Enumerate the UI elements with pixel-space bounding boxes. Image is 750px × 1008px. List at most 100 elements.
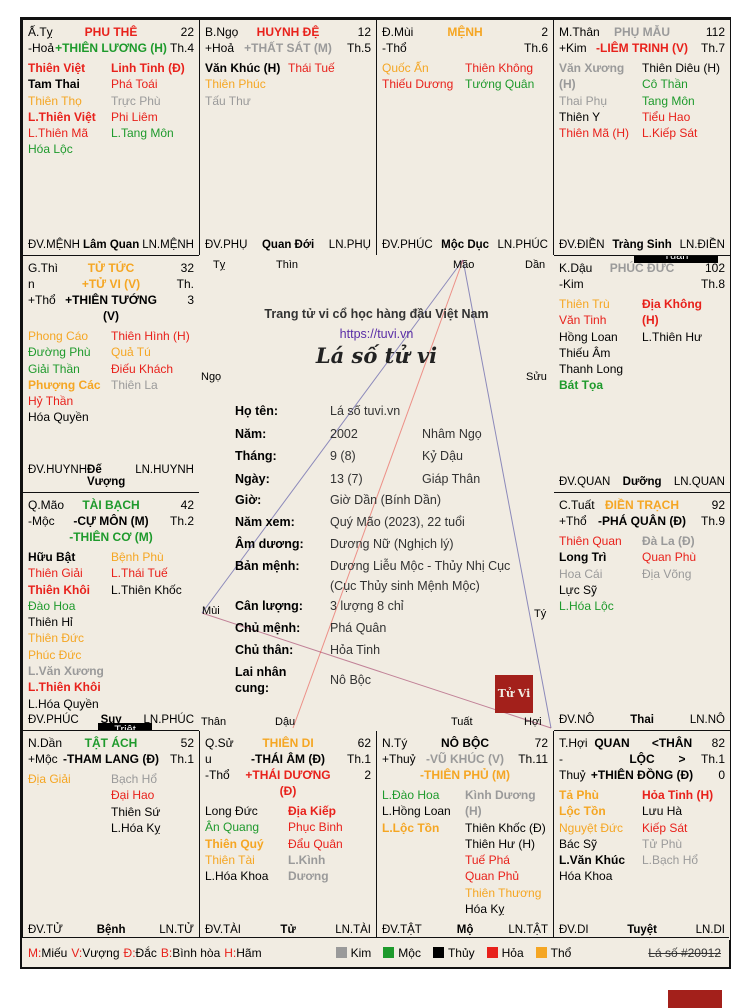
info-key: Năm: [235, 427, 267, 441]
info-key: cung: [235, 681, 270, 695]
star-item: Thanh Long [559, 362, 624, 377]
star-item: L.Hóa Kỵ [111, 820, 161, 835]
info-value: Lá số tuvi.vn [330, 404, 401, 418]
star-item: Địa Kiếp [288, 804, 337, 818]
info-value: Dương Liễu Mộc - Thủy Nhị Cục [330, 559, 511, 573]
star-item: Phục Binh [288, 820, 343, 835]
star-item: Thiên Tài [205, 852, 255, 867]
element-label: u [205, 752, 212, 766]
palace-huynh-de[interactable]: B.Ngọ HUYNH ĐỆ 12 +Hoả +THẤT SÁT (M) Th.5 Văn … [199, 19, 377, 256]
palace-name-suffix-2: > [678, 752, 686, 766]
star-item: Đại Hao [111, 788, 155, 803]
star-item: Tuế Phá [465, 853, 510, 868]
star-item: Văn Xương [559, 61, 625, 75]
star-item: Bác Sỹ [559, 836, 598, 851]
month-label: Th. [176, 277, 194, 291]
palace-header: Q.Sử THIÊN DI 62 u -THÁI ÂM (Đ) Th.1 +THÁI DƯƠ… [205, 735, 371, 801]
palace-tu-tuc[interactable]: G.Thì TỬ TỨC 32 n +TỬ VI (V) Th. +THIÊN TƯỚNG +… [22, 255, 200, 493]
star-item: (H) [465, 804, 482, 819]
star-column-right: Thái Tuế [288, 60, 371, 109]
age-number: 72 [534, 736, 548, 750]
footer-left: ĐV.PHÚC [382, 239, 433, 251]
star-item: L.Hồng Loan [382, 804, 451, 819]
palace-menh[interactable]: Đ.Mùi MỆNH 2 -Thổ Th.6 Quốc Ấn Thiếu Dương Thiê… [376, 19, 554, 256]
palace-phu-mau[interactable]: M.Thân PHỤ MẪU 112 +Kim -LIÊM TRINH (V) Th.7 V… [553, 19, 731, 256]
footer-left: ĐV.DI [559, 924, 589, 936]
element-swatch [335, 946, 347, 958]
second-main-star: -THIÊN CƠ (M) [69, 530, 153, 544]
star-item: L.Văn Xương [28, 664, 104, 679]
age-number: 2 [541, 25, 548, 39]
star-column-left: Thiên Quan Long Trì Hoa Cái Lực Sỹ L.Hóa Lộc [559, 533, 642, 614]
palace-name: TỬ TỨC [87, 261, 135, 275]
star-item: Thiên Y [559, 109, 601, 124]
footer-left: ĐV.ĐIỀN [559, 239, 605, 251]
star-item: Phi Liêm [111, 109, 158, 124]
legend-bar: M:Miếu V:Vượng Đ:Đắc B:Bình hòa H:Hãm Kim Mộc… [22, 937, 729, 967]
palace-header: N.Tý NÔ BỘC 72 +Thuỷ -VŨ KHÚC (V) Th.11 -THIÊN… [382, 735, 548, 785]
palace-tai-bach[interactable]: Q.Mão TÀI BẠCH 42 -Mộc -CỰ MÔN (M) Th.2 -THIÊN… [22, 492, 200, 731]
branch-label: N.Dần [28, 736, 63, 750]
month-label: Th.5 [346, 41, 371, 55]
element-label-2: Thuỷ [559, 768, 586, 782]
footer-stage: Quan Đới [261, 239, 315, 251]
element-swatch [535, 946, 547, 958]
star-item: L.Hóa Khoa [205, 869, 269, 884]
star-item: Thai Phụ [559, 93, 608, 108]
palace-header: Ấ.Tỵ PHU THÊ 22 -Hoả +THIÊN LƯƠNG (H) Th.4 [28, 24, 194, 58]
element-swatch [486, 946, 498, 958]
palace-name: MỆNH [447, 25, 483, 39]
info-key: Tháng: [235, 449, 277, 463]
palace-quan-loc[interactable]: T.Hợi QUAN 82 - LỘC Th.1 <THÂN > +THIÊN ĐỒNG (Đ)… [553, 730, 731, 941]
star-item: (H) [642, 313, 659, 328]
info-value: (Cục Thủy sinh Mệnh Mộc) [330, 579, 480, 593]
star-item: Thiên Hư (H) [465, 836, 536, 851]
footer-stage: Đế Vượng [87, 464, 126, 488]
star-item: L.Thiên Khôi [28, 680, 101, 695]
footer-right: LN.TỬ [159, 924, 194, 936]
star-item: Kiếp Sát [642, 820, 688, 835]
star-item: Địa Võng [642, 566, 692, 581]
palace-header: Q.Mão TÀI BẠCH 42 -Mộc -CỰ MÔN (M) Th.2 -THIÊN… [28, 497, 194, 547]
palace-tat-ach[interactable]: N.Dần TẬT ÁCH 52 +Mộc -THAM LANG (Đ) Th.1 Địa … [22, 730, 200, 941]
element-label: - [559, 752, 563, 766]
age-number: 12 [357, 25, 371, 39]
star-list: Thiên Trù Văn Tinh Hồng Loan Thiếu Âm Thanh … [559, 296, 725, 394]
palace-name: THIÊN DI [262, 736, 314, 750]
element-label: Mộc [398, 945, 421, 960]
element-label: +Kim [559, 41, 587, 55]
star-item: Long Trì [559, 550, 607, 565]
palace-thien-di[interactable]: Q.Sử THIÊN DI 62 u -THÁI ÂM (Đ) Th.1 +THÁI DƯƠ… [199, 730, 377, 941]
star-item: Hữu Bật [28, 550, 76, 564]
star-item: Quốc Ấn [382, 61, 429, 75]
palace-phu-the[interactable]: Ấ.Tỵ PHU THÊ 22 -Hoả +THIÊN LƯƠNG (H) Th.4 Thi… [22, 19, 200, 256]
palace-phuc-duc[interactable]: K.Dậu PHÚC ĐỨC 102 -Kim Th.8 Thiên Trù Văn Tin… [553, 255, 731, 493]
star-item: L.Thiên Mã [28, 126, 89, 141]
star-item: Tả Phù [559, 788, 600, 802]
info-value: Giờ Dần (Bính Dần) [330, 493, 442, 507]
age-number: 22 [180, 25, 194, 39]
corner-suu: Sửu [526, 371, 547, 383]
month-label: Th.9 [700, 514, 725, 528]
month-label: Th.2 [169, 514, 194, 528]
palace-name: TÀI BẠCH [82, 498, 140, 512]
palace-no-boc[interactable]: N.Tý NÔ BỘC 72 +Thuỷ -VŨ KHÚC (V) Th.11 -THIÊN… [376, 730, 554, 941]
aspect-line-3 [201, 612, 552, 729]
star-item: Lực Sỹ [559, 582, 598, 597]
footer-stage: Bệnh [96, 924, 126, 936]
palace-footer: ĐV.MỆNH Lâm Quan LN.MỆNH [28, 239, 194, 251]
star-list: Phong Cáo Đường Phù Giải Thần Phượng Các Hỷ … [28, 328, 194, 426]
tagline: Trang tử vi cổ học hàng đầu Việt Nam [264, 307, 489, 321]
star-item: Tử Phù [642, 836, 683, 851]
info-key: Họ tên: [235, 404, 279, 418]
star-list: Thiên Việt Tam Thai Thiên Thọ L.Thiên Việt L… [28, 60, 194, 158]
footer-left: ĐV.QUAN [559, 476, 611, 488]
site-link[interactable]: https://tuvi.vn [339, 327, 414, 341]
palace-dien-trach[interactable]: C.Tuất ĐIỀN TRẠCH 92 +Thổ -PHÁ QUÂN (Đ) Th.9 T… [553, 492, 731, 731]
palace-name-suffix: <THÂN [651, 736, 693, 750]
star-item: L.Thiên Hư [642, 329, 703, 344]
star-column-left: Văn Xương (H) Thai Phụ Thiên Y Thiên Mã (H) [559, 60, 642, 141]
second-main-star-brightness: (Đ) [279, 784, 297, 798]
info-key: Bản mệnh: [235, 559, 300, 573]
corner-ty: Tỵ [213, 259, 226, 271]
